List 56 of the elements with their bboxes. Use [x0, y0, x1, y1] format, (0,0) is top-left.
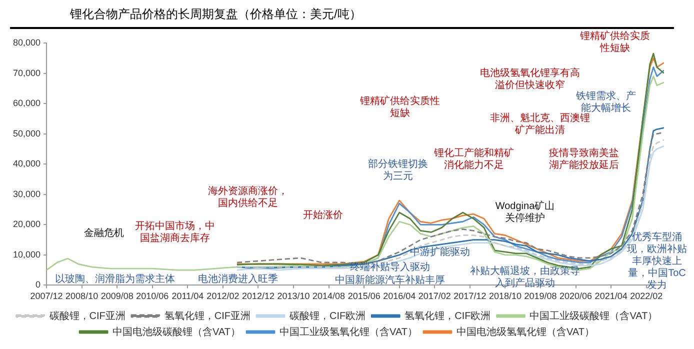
annotation: 电池级氢氧化锂享有高溢价但快速收窄 — [479, 68, 581, 91]
x-tick-label: 2018/10 — [488, 291, 522, 302]
annotation: 锂化工产能和精矿消化能力不足 — [433, 148, 515, 172]
annotation: 补贴大幅退坡，由政策导入到产品驱动 — [469, 266, 581, 290]
y-tick-label: 80,000 — [12, 37, 41, 48]
y-tick-label: 40,000 — [12, 158, 41, 169]
annotation: 以玻陶、润滑脂为需求主体 — [54, 274, 176, 286]
legend-label: 氢氧化锂，CIF亚洲 — [164, 310, 251, 322]
legend-label: 碳酸锂，CIF欧洲 — [288, 310, 366, 322]
x-tick-label: 2009/08 — [100, 291, 134, 302]
x-tick-label: 2014/08 — [312, 291, 346, 302]
x-tick-label: 2013/10 — [277, 291, 310, 302]
annotation: 中游扩能驱动 — [409, 247, 471, 259]
annotation: 开始涨价 — [302, 210, 344, 222]
annotation: 铁锂需求、产能大幅增长 — [576, 91, 637, 114]
y-tick-label: 0 — [36, 280, 41, 290]
annotation: Wodgina矿山关停维护 — [494, 201, 556, 225]
y-tick-label: 70,000 — [12, 68, 41, 78]
x-tick-label: 2011/04 — [172, 291, 204, 302]
x-tick-label: 2016/04 — [383, 291, 416, 302]
x-tick-label: 2021/04 — [594, 291, 628, 302]
annotation: 海外资源商涨价，国内供给不足 — [207, 186, 289, 210]
y-tick-label: 60,000 — [12, 98, 41, 108]
x-tick-label: 2012/12 — [242, 291, 275, 302]
legend-label: 中国工业级碳酸锂（含VAT） — [530, 310, 658, 322]
annotation: 优秀车型涌现，欧洲补贴丰厚快速上量，中国ToC发力 — [626, 232, 688, 292]
x-tick-label: 2008/10 — [66, 291, 98, 302]
annotation: 非洲、魁北克、西澳锂矿产能出清 — [489, 113, 591, 137]
x-tick-label: 2022/02 — [630, 291, 663, 302]
y-tick-label: 20,000 — [12, 219, 41, 230]
y-tick-label: 30,000 — [12, 188, 41, 199]
x-tick-label: 2019/08 — [524, 291, 557, 302]
x-tick-label: 2007/12 — [30, 291, 63, 302]
annotation: 电池消费进入旺季 — [197, 274, 279, 286]
chart-title: 锂化合物产品价格的长周期复盘（价格单位：美元/吨） — [10, 0, 674, 29]
x-tick-label: 2017/02 — [418, 291, 451, 302]
y-tick-label: 50,000 — [12, 128, 41, 138]
x-tick-label: 2020/06 — [560, 291, 592, 302]
legend-label: 中国电池级氢氧化锂（含VAT） — [456, 326, 594, 338]
x-tick-label: 2017/12 — [454, 291, 486, 302]
legend-label: 氢氧化锂，CIF欧洲 — [404, 310, 491, 322]
legend-label: 中国工业级氢氧化锂（含VAT） — [280, 326, 418, 338]
annotation: 锂精矿供给实质性短缺 — [579, 31, 651, 55]
annotation: 锂精矿供给实质性短缺 — [359, 96, 441, 120]
annotation: 金融危机 — [83, 228, 125, 240]
x-tick-label: 2015/06 — [348, 291, 380, 302]
legend-label: 中国电池级碳酸锂（含VAT） — [112, 326, 241, 338]
y-tick-label: 10,000 — [12, 249, 41, 260]
x-tick-label: 2010/06 — [136, 291, 169, 302]
x-tick-label: 2012/02 — [206, 291, 240, 302]
annotation: 开拓中国市场，中国盐湖商去库存 — [134, 221, 216, 245]
annotation: 终端补贴导入驱动 — [349, 262, 431, 274]
legend-label: 碳酸锂，CIF亚洲 — [48, 310, 126, 322]
annotation: 中国新能源汽车补贴丰厚 — [334, 275, 446, 287]
annotation: 疫情导致南美盐湖产能投放延后 — [548, 148, 620, 172]
annotation: 部分铁锂切换为三元 — [367, 159, 429, 183]
